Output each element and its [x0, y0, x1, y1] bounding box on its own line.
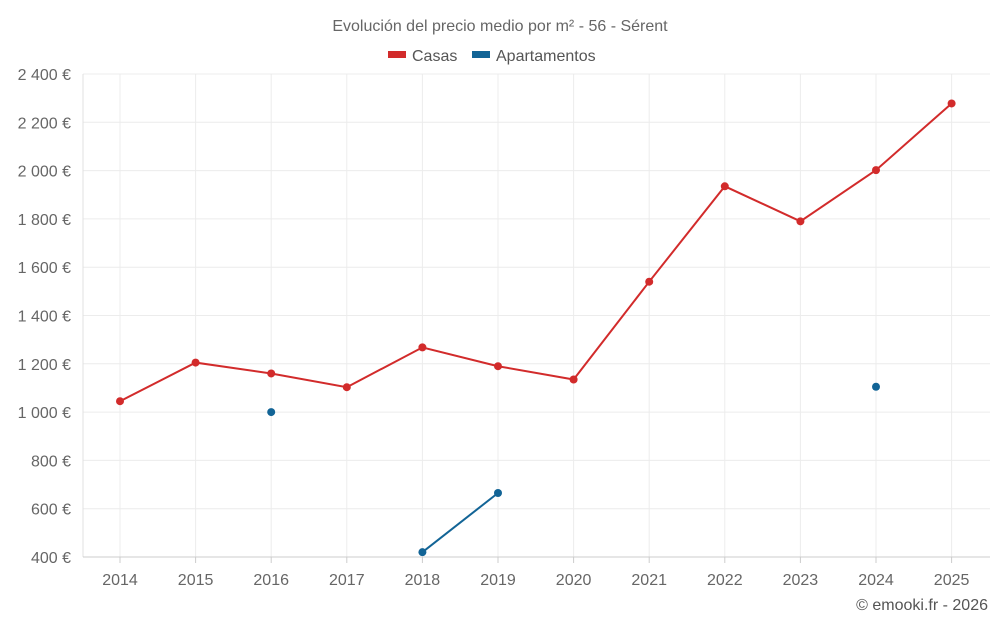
axes: 400 € 600 € 800 € 1 000 € 1 200 € 1 400 € 1 60…	[18, 67, 990, 589]
x-tick-label: 2022	[707, 572, 743, 589]
data-point-casas[interactable]	[872, 166, 880, 175]
grid	[83, 73, 990, 558]
y-tick-label: 1 000 €	[18, 405, 71, 422]
y-tick-label: 1 600 €	[18, 260, 71, 277]
data-point-apartamentos[interactable]	[872, 382, 880, 391]
data-point-casas[interactable]	[116, 397, 124, 406]
y-tick-label: 1 400 €	[18, 309, 71, 326]
data-point-casas[interactable]	[720, 182, 729, 191]
data-point-apartamentos[interactable]	[494, 489, 502, 498]
legend-label: Apartamentos	[496, 48, 596, 65]
y-tick-label: 1 800 €	[18, 212, 71, 229]
data-point-casas[interactable]	[569, 375, 578, 384]
chart-title: Evolución del precio medio por m² - 56 -…	[332, 18, 668, 35]
series-apartamentos	[267, 382, 880, 557]
data-point-casas[interactable]	[191, 358, 200, 367]
x-tick-label: 2020	[556, 572, 592, 589]
data-point-apartamentos[interactable]	[418, 548, 427, 557]
data-point-casas[interactable]	[645, 277, 654, 286]
data-point-casas[interactable]	[418, 343, 427, 352]
x-tick-label: 2024	[858, 572, 894, 589]
data-point-casas[interactable]	[267, 369, 276, 378]
x-tick-label: 2025	[934, 572, 970, 589]
x-tick-label: 2023	[783, 572, 819, 589]
x-tick-label: 2018	[405, 572, 441, 589]
series-line-apartamentos	[421, 492, 499, 553]
legend-swatch	[472, 51, 490, 58]
x-tick-label: 2014	[102, 572, 138, 589]
data-point-casas[interactable]	[342, 383, 351, 392]
legend: Casas Apartamentos	[388, 48, 596, 65]
y-tick-label: 2 200 €	[18, 115, 71, 132]
y-tick-label: 400 €	[31, 550, 71, 567]
x-tick-label: 2017	[329, 572, 365, 589]
y-tick-label: 2 400 €	[18, 67, 71, 84]
y-tick-label: 600 €	[31, 502, 71, 519]
series-casas	[116, 99, 956, 406]
x-tick-label: 2016	[253, 572, 289, 589]
x-tick-label: 2019	[480, 572, 516, 589]
x-tick-label: 2021	[631, 572, 667, 589]
y-tick-label: 800 €	[31, 453, 71, 470]
legend-item-apartamentos[interactable]: Apartamentos	[472, 48, 596, 65]
series	[116, 99, 956, 557]
copyright-credit: © emooki.fr - 2026	[856, 597, 988, 614]
legend-swatch	[388, 51, 406, 58]
series-line-casas	[119, 102, 953, 403]
data-point-apartamentos[interactable]	[267, 408, 276, 417]
data-point-casas[interactable]	[947, 99, 956, 108]
legend-label: Casas	[412, 48, 457, 65]
y-tick-label: 1 200 €	[18, 357, 71, 374]
x-tick-label: 2015	[178, 572, 214, 589]
data-point-casas[interactable]	[796, 217, 805, 226]
legend-item-casas[interactable]: Casas	[388, 48, 457, 65]
data-point-casas[interactable]	[494, 362, 502, 371]
y-tick-label: 2 000 €	[18, 164, 71, 181]
